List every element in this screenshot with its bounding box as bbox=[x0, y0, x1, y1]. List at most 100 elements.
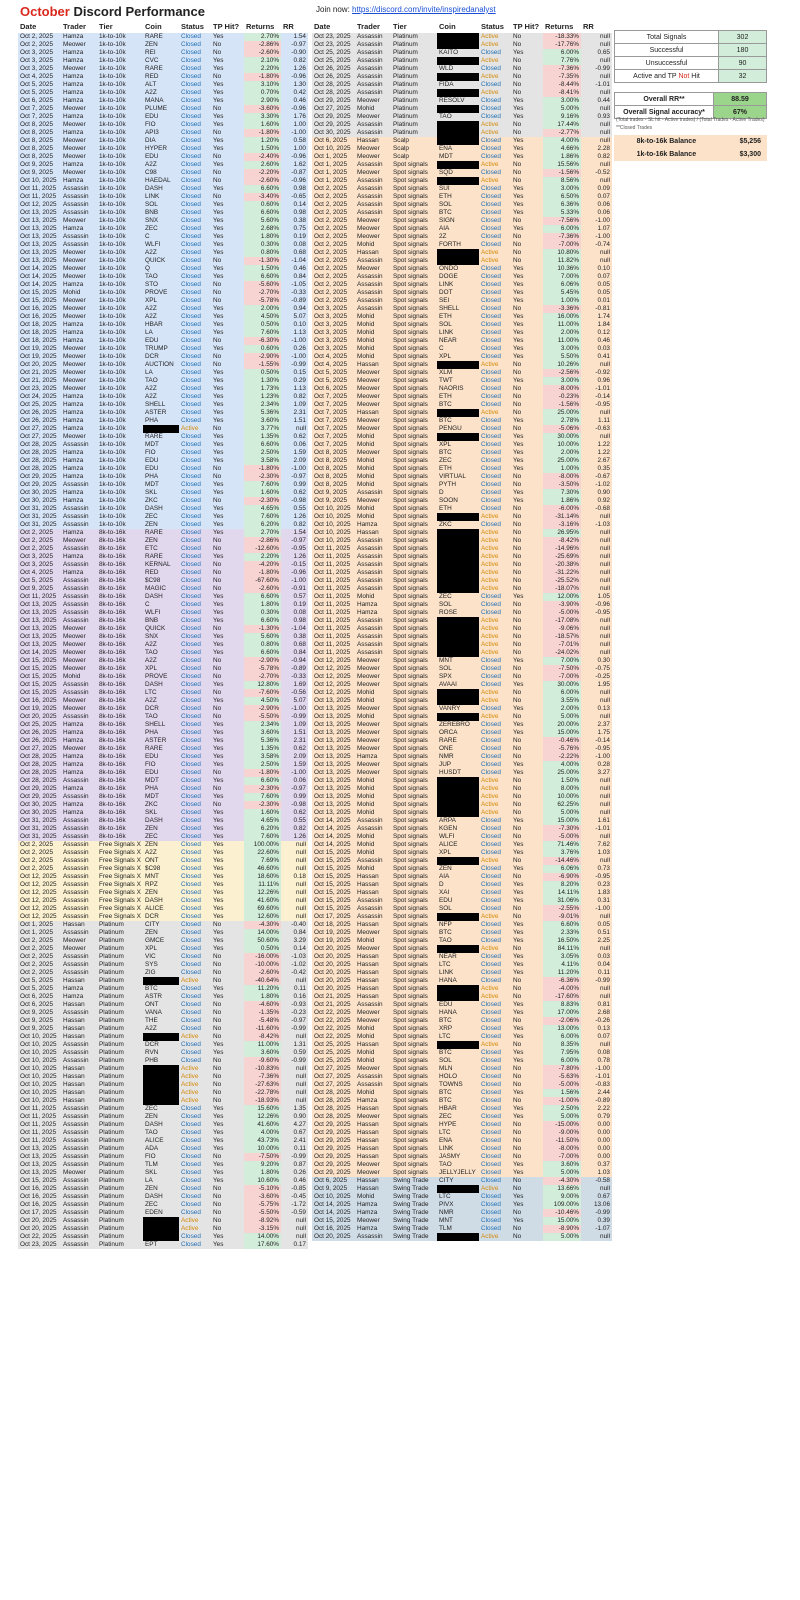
cell-returns: 43.73% bbox=[244, 1137, 281, 1145]
cell-rr: 0.06 bbox=[581, 201, 612, 209]
cell-status: Closed bbox=[179, 673, 211, 681]
cell-tier: 1k-to-10k bbox=[97, 345, 143, 353]
cell-coin: MAGIC bbox=[143, 585, 179, 593]
table-row: Oct 2, 2025 Meower 1k-to-10k ZEN Closed No -2.… bbox=[18, 41, 308, 49]
cell-trader: Meower bbox=[355, 737, 391, 745]
cell-tier: 8k-to-16k bbox=[97, 625, 143, 633]
cell-trader: Hamza bbox=[61, 409, 97, 417]
redacted-coin bbox=[437, 161, 479, 169]
cell-coin: D bbox=[437, 489, 479, 497]
table-row: Oct 12, 2025 Meower Spot signals MNT Closed Y… bbox=[312, 657, 612, 665]
table-row: Oct 13, 2025 Hamza Spot signals NMR Closed No… bbox=[312, 753, 612, 761]
cell-date: Oct 12, 2025 bbox=[18, 897, 61, 905]
cell-rr: -0.89 bbox=[281, 297, 308, 305]
cell-tier: 8k-to-16k bbox=[97, 817, 143, 825]
cell-tp-hit: Yes bbox=[511, 193, 543, 201]
cell-tier: Platinum bbox=[97, 1201, 143, 1209]
label-part: Active and TP bbox=[633, 72, 679, 80]
table-row: Oct 20, 2025 Assassin Platinum Active No -8.9… bbox=[18, 1217, 308, 1225]
table-row: Oct 15, 2025 Meower 1k-to-10k XPL Closed No -5… bbox=[18, 297, 308, 305]
table-row: Oct 12, 2025 Assassin Free Signals X MNT Clo… bbox=[18, 873, 308, 881]
cell-date: Oct 29, 2025 bbox=[312, 121, 355, 129]
cell-returns: -5.60% bbox=[244, 281, 281, 289]
table-row: Oct 12, 2025 Assassin 1k-to-10k SOL Closed Ye… bbox=[18, 201, 308, 209]
table-row: Oct 9, 2025 Hassan Swing Trade Active No 13.6… bbox=[312, 1185, 612, 1193]
cell-status: Closed bbox=[179, 417, 211, 425]
redacted-coin bbox=[143, 1225, 179, 1233]
cell-tier: Spot signals bbox=[391, 705, 437, 713]
cell-tp-hit: No bbox=[511, 1017, 543, 1025]
cell-rr: -1.00 bbox=[281, 465, 308, 473]
table-row: Oct 15, 2025 Assassin Spot signals EDU Close… bbox=[312, 897, 612, 905]
cell-trader: Mohid bbox=[355, 1089, 391, 1097]
cell-rr: -0.97 bbox=[281, 41, 308, 49]
table-row: Oct 19, 2025 Meower 8k-to-16k DCR Closed No -2… bbox=[18, 705, 308, 713]
column-header-rr: RR bbox=[283, 22, 294, 31]
cell-returns: -2.70% bbox=[244, 289, 281, 297]
cell-trader: Meower bbox=[61, 385, 97, 393]
cell-rr: 1.26 bbox=[281, 65, 308, 73]
cell-coin: SOL bbox=[143, 201, 179, 209]
cell-trader: Hamza bbox=[61, 729, 97, 737]
cell-date: Oct 22, 2025 bbox=[312, 1025, 355, 1033]
discord-invite-link[interactable]: https://discord.com/invite/inspiredanaly… bbox=[352, 5, 496, 14]
cell-trader: Assassin bbox=[355, 185, 391, 193]
column-header-status: Status bbox=[181, 22, 204, 31]
cell-date: Oct 2, 2025 bbox=[312, 265, 355, 273]
cell-status: Closed bbox=[179, 1137, 211, 1145]
cell-coin: ZEC bbox=[143, 225, 179, 233]
table-row: Oct 25, 2025 Hassan Spot signals Active No 8.… bbox=[312, 1041, 612, 1049]
cell-tp-hit: No bbox=[511, 369, 543, 377]
cell-returns: 4.65% bbox=[244, 817, 281, 825]
table-row: Oct 12, 2025 Assassin Free Signals X ZEN Clo… bbox=[18, 889, 308, 897]
cell-returns: 1.86% bbox=[543, 497, 581, 505]
cell-tier: 1k-to-10k bbox=[97, 441, 143, 449]
redacted-coin bbox=[437, 545, 479, 553]
cell-returns: -1.30% bbox=[244, 625, 281, 633]
cell-tp-hit: No bbox=[211, 1097, 244, 1105]
cell-coin: ETH bbox=[437, 505, 479, 513]
cell-trader: Meower bbox=[61, 697, 97, 705]
cell-tier: Spot signals bbox=[391, 385, 437, 393]
table-row: Oct 13, 2025 Assassin 8k-to-16k C Closed Yes 1… bbox=[18, 601, 308, 609]
cell-date: Oct 31, 2025 bbox=[18, 833, 61, 841]
cell-coin: ZEN bbox=[143, 537, 179, 545]
cell-tier: 1k-to-10k bbox=[97, 369, 143, 377]
cell-coin: BTC bbox=[437, 401, 479, 409]
cell-rr: null bbox=[581, 33, 612, 41]
cell-tier: Platinum bbox=[97, 1233, 143, 1241]
cell-status: Active bbox=[479, 713, 511, 721]
cell-tier: Spot signals bbox=[391, 521, 437, 529]
cell-tier: Platinum bbox=[97, 1241, 143, 1249]
table-row: Oct 11, 2025 Assassin Spot signals Active No… bbox=[312, 625, 612, 633]
cell-rr: null bbox=[581, 689, 612, 697]
cell-date: Oct 6, 2025 bbox=[18, 97, 61, 105]
cell-coin: NEAR bbox=[437, 953, 479, 961]
cell-tier: Spot signals bbox=[391, 1161, 437, 1169]
table-row: Oct 3, 2025 Hamza 8k-to-16k RARE Closed Yes 2.… bbox=[18, 553, 308, 561]
cell-returns: -5.75% bbox=[244, 1201, 281, 1209]
cell-date: Oct 29, 2025 bbox=[312, 1137, 355, 1145]
cell-trader: Mohid bbox=[355, 433, 391, 441]
cell-tier: 1k-to-10k bbox=[97, 353, 143, 361]
cell-status: Closed bbox=[179, 833, 211, 841]
cell-tp-hit: No bbox=[511, 529, 543, 537]
cell-tier: 8k-to-16k bbox=[97, 633, 143, 641]
cell-rr: null bbox=[581, 249, 612, 257]
cell-tier: 8k-to-16k bbox=[97, 713, 143, 721]
cell-trader: Assassin bbox=[61, 1217, 97, 1225]
cell-status: Closed bbox=[479, 105, 511, 113]
cell-returns: 1.80% bbox=[244, 601, 281, 609]
cell-rr: -0.33 bbox=[281, 289, 308, 297]
table-row: Oct 15, 2025 Mohid 1k-to-10k PROVE Closed No -… bbox=[18, 289, 308, 297]
table-row: Oct 28, 2025 Assassin Platinum Active No -8.4… bbox=[312, 89, 612, 97]
cell-rr: 0.05 bbox=[581, 289, 612, 297]
cell-coin: REI bbox=[143, 49, 179, 57]
cell-returns: 2.68% bbox=[244, 225, 281, 233]
overall-metrics-table: Overall RR** 88.59 Overall Signal accura… bbox=[614, 92, 767, 119]
table-row: Oct 22, 2025 Mohid Spot signals LTC Closed Ye… bbox=[312, 1033, 612, 1041]
cell-date: Oct 11, 2025 bbox=[312, 625, 355, 633]
cell-date: Oct 11, 2025 bbox=[312, 577, 355, 585]
cell-date: Oct 7, 2025 bbox=[312, 409, 355, 417]
cell-status: Active bbox=[479, 513, 511, 521]
